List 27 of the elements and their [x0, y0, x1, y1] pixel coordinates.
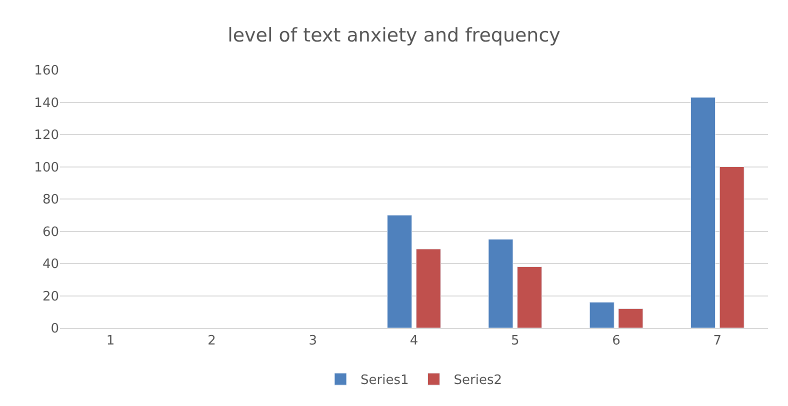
x-tick-label: 5: [511, 334, 520, 349]
y-tick-label: 120: [34, 128, 59, 144]
y-tick-label: 60: [42, 224, 59, 240]
legend-label: Series1: [360, 373, 409, 388]
y-tick-label: 20: [42, 289, 59, 304]
x-tick-label: 1: [106, 334, 115, 349]
y-tick-label: 40: [42, 257, 59, 272]
legend-label: Series2: [454, 373, 502, 388]
chart-title: level of text anxiety and frequency: [228, 24, 560, 47]
x-tick-label: 3: [308, 334, 317, 349]
bar: [416, 248, 441, 328]
x-tick-label: 6: [612, 334, 620, 349]
y-tick-label: 80: [42, 192, 59, 208]
y-tick-label: 0: [50, 322, 59, 337]
bar: [690, 97, 716, 328]
bar: [387, 214, 412, 328]
y-tick-label: 160: [34, 64, 59, 79]
x-tick-label: 2: [208, 334, 216, 349]
x-tick-label: 7: [713, 334, 722, 349]
bar: [488, 239, 514, 328]
bar: [618, 308, 644, 328]
y-tick-label: 100: [34, 160, 59, 176]
bar: [719, 166, 744, 328]
y-tick-label: 140: [34, 96, 59, 111]
bar: [517, 266, 542, 328]
bar: [589, 302, 614, 328]
x-tick-label: 4: [410, 334, 418, 349]
